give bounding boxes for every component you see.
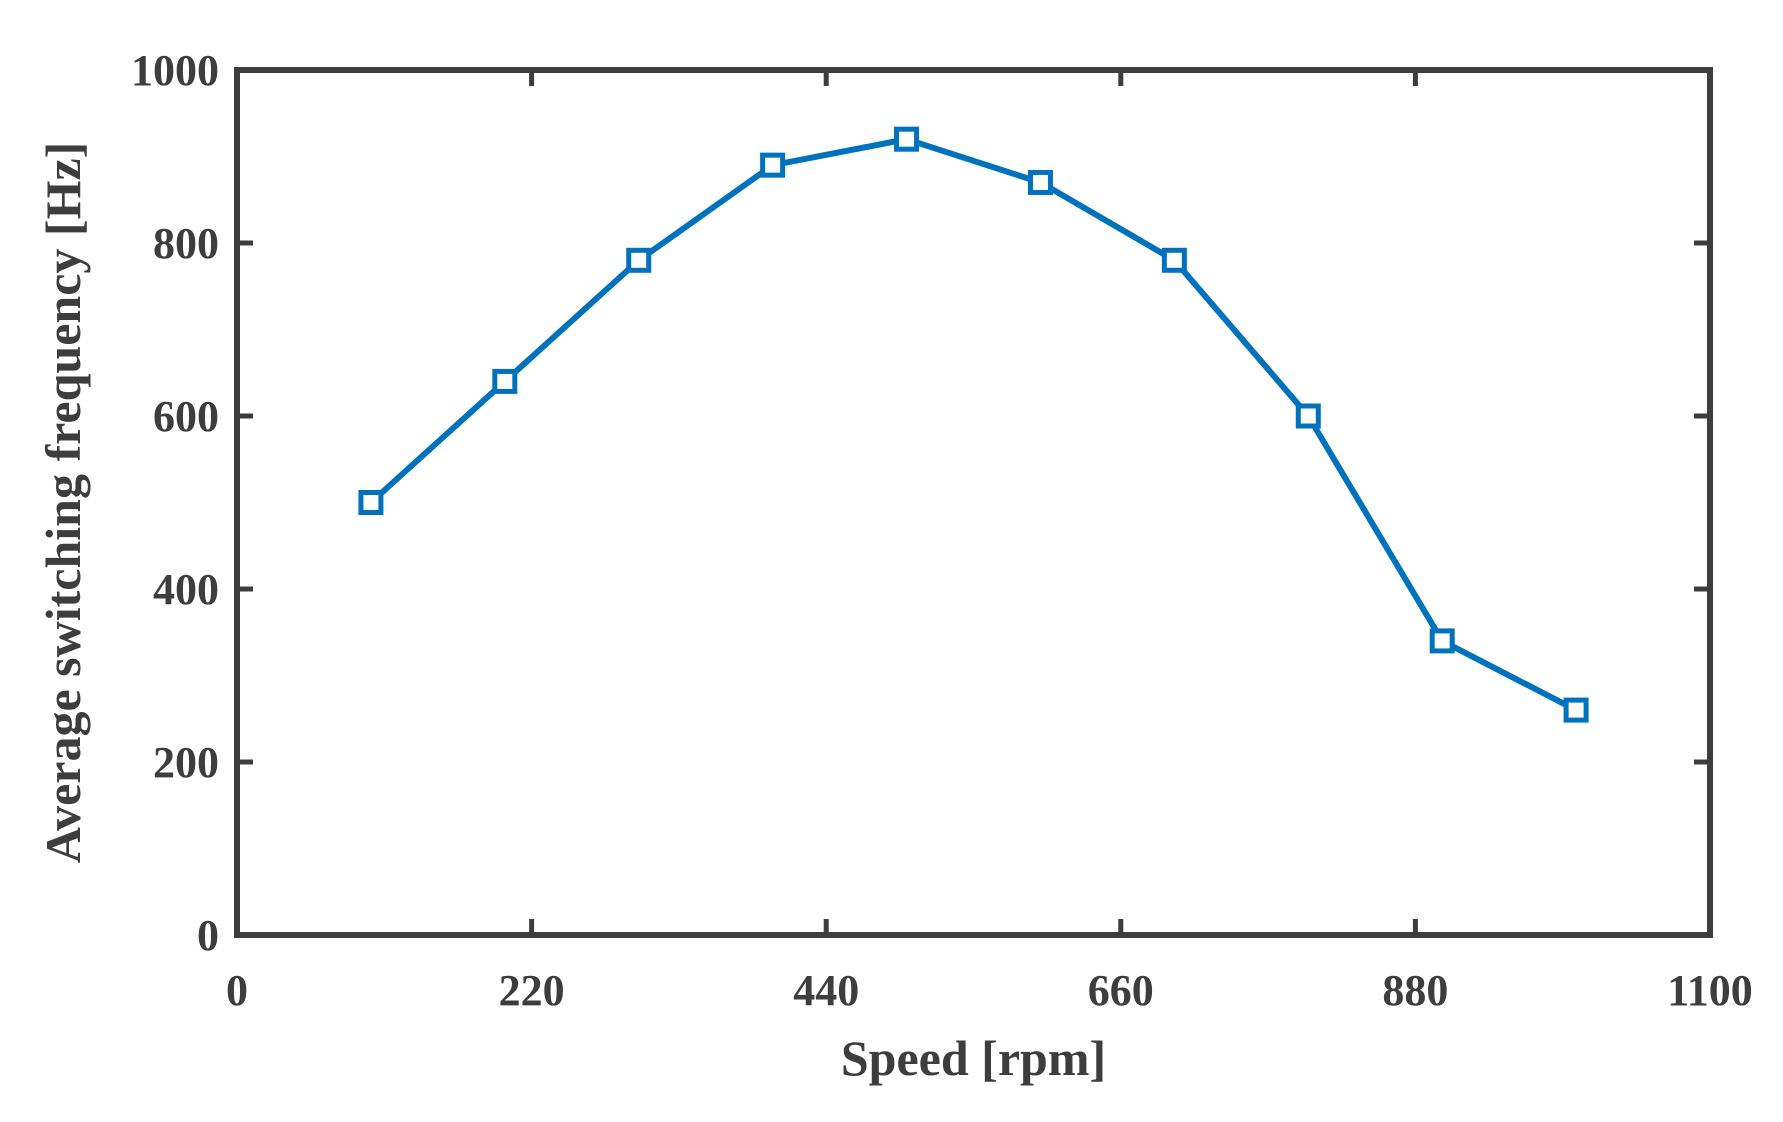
data-point-marker <box>760 152 786 178</box>
tick-labels-layer: 0 220 440 660 880 1100 0 200 400 600 800 1000 <box>131 46 1753 1015</box>
y-tick-label: 800 <box>153 219 219 268</box>
data-point-marker <box>492 368 518 394</box>
y-tick-label: 600 <box>153 392 219 441</box>
plot-frame <box>234 67 1713 938</box>
data-point-marker <box>358 490 384 515</box>
series-line <box>368 136 1578 713</box>
x-tick-label: 440 <box>793 966 859 1015</box>
data-point-marker <box>1429 628 1455 654</box>
data-point-marker <box>626 247 652 273</box>
x-tick-label: 880 <box>1382 966 1448 1015</box>
x-tick-label: 1100 <box>1667 966 1753 1015</box>
data-point-marker <box>894 126 920 152</box>
data-point-marker <box>1295 403 1321 429</box>
y-tick-label: 200 <box>153 738 219 787</box>
x-tick-label: 660 <box>1088 966 1154 1015</box>
data-point-marker <box>1027 169 1053 195</box>
x-axis-label: Speed [rpm] <box>841 1030 1106 1086</box>
data-point-marker <box>1563 697 1589 723</box>
y-axis-label: Average switching frequency [Hz] <box>35 142 91 864</box>
ticks-layer <box>234 67 1713 938</box>
y-tick-label: 1000 <box>131 46 219 95</box>
data-point-marker <box>1161 247 1187 273</box>
x-tick-label: 0 <box>226 966 248 1015</box>
x-tick-label: 220 <box>499 966 565 1015</box>
y-tick-label: 400 <box>153 565 219 614</box>
series-layer <box>358 126 1589 723</box>
y-tick-label: 0 <box>197 911 219 960</box>
